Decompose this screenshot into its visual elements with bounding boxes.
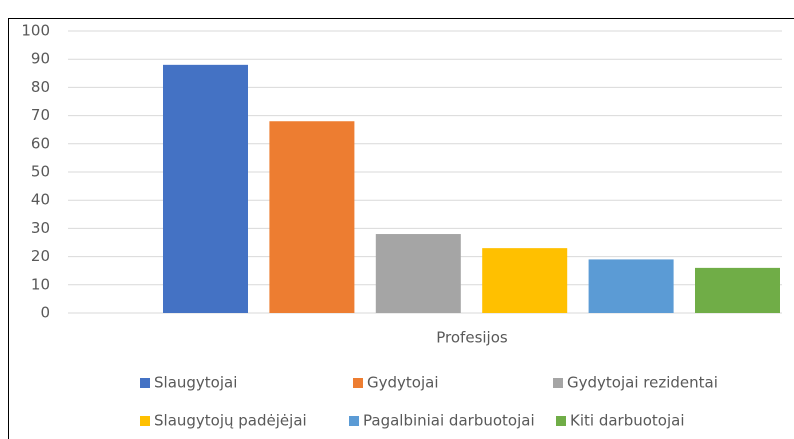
bar xyxy=(269,121,355,314)
legend-label: Gydytojai rezidentai xyxy=(567,374,718,392)
bar xyxy=(588,259,674,313)
y-tick-label: 100 xyxy=(21,22,50,40)
legend-label: Gydytojai xyxy=(367,374,438,392)
legend-label: Kiti darbuotojai xyxy=(570,412,685,430)
legend-label: Slaugytojų padėjėjai xyxy=(154,412,307,430)
y-tick-label: 30 xyxy=(31,219,50,237)
y-tick-label: 50 xyxy=(31,163,50,181)
y-tick-label: 40 xyxy=(31,191,50,209)
legend-label: Slaugytojai xyxy=(154,374,237,392)
legend-swatch xyxy=(556,416,566,426)
y-tick-label: 20 xyxy=(31,247,50,265)
legend-swatch xyxy=(553,378,563,388)
legend-swatch xyxy=(140,378,150,388)
x-tick-label: Profesijos xyxy=(436,329,508,347)
legend-swatch xyxy=(353,378,363,388)
y-tick-label: 60 xyxy=(31,134,50,152)
bar xyxy=(482,248,568,313)
legend-swatch xyxy=(140,416,150,426)
bar xyxy=(163,64,248,313)
y-tick-label: 10 xyxy=(31,275,50,293)
y-tick-label: 70 xyxy=(31,106,50,124)
y-tick-label: 80 xyxy=(31,78,50,96)
y-tick-label: 90 xyxy=(31,50,50,68)
bar xyxy=(695,267,780,313)
legend-label: Pagalbiniai darbuotojai xyxy=(363,412,535,430)
bar xyxy=(375,234,461,313)
y-tick-label: 0 xyxy=(40,304,50,322)
legend-swatch xyxy=(349,416,359,426)
